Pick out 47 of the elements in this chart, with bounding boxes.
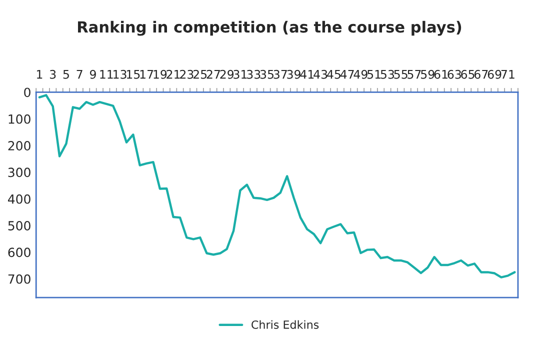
- chart-title: Ranking in competition (as the course plays): [78, 20, 462, 36]
- x-tick-label: 61: [434, 70, 448, 79]
- x-tick-label: 11: [100, 70, 113, 79]
- x-tick-label: 31: [234, 70, 247, 79]
- x-tick-label: 57: [408, 70, 421, 79]
- x-tick-label: 9: [90, 70, 96, 79]
- y-tick-label: 300: [8, 168, 30, 178]
- y-tick-label: 400: [8, 194, 30, 204]
- x-tick-label: 37: [274, 70, 287, 79]
- x-tick-label: 29: [220, 70, 234, 79]
- legend-label: Chris Edkins: [252, 320, 319, 329]
- x-tick-label: 5: [63, 70, 69, 79]
- x-tick-label: 59: [421, 70, 434, 79]
- y-tick-label: 500: [8, 221, 30, 230]
- x-tick-label: 25: [193, 70, 207, 79]
- x-tick-label: 49: [354, 70, 368, 79]
- x-tick-label: 19: [154, 70, 167, 79]
- x-tick-label: 71: [501, 70, 514, 79]
- y-tick-label: 0: [24, 88, 30, 98]
- y-tick-label: 600: [8, 248, 30, 258]
- x-tick-label: 47: [340, 70, 354, 79]
- x-tick-label: 51: [367, 70, 381, 79]
- x-tick-label: 65: [461, 70, 474, 79]
- x-tick-label: 55: [394, 70, 408, 79]
- x-tick-label: 67: [474, 70, 488, 79]
- y-tick-label: 700: [8, 274, 30, 284]
- x-tick-label: 27: [206, 70, 220, 79]
- y-tick-label: 100: [8, 114, 30, 124]
- x-tick-label: 53: [380, 70, 394, 79]
- x-tick-label: 3: [50, 70, 56, 79]
- x-tick-label: 15: [126, 70, 140, 79]
- x-tick-label: 41: [300, 70, 314, 79]
- x-tick-label: 1: [37, 70, 42, 79]
- x-tick-label: 13: [114, 70, 126, 79]
- x-tick-label: 7: [76, 70, 82, 79]
- x-tick-label: 35: [260, 70, 274, 79]
- x-tick-label: 33: [247, 70, 260, 79]
- x-tick-label: 21: [166, 70, 180, 79]
- y-tick-label: 200: [8, 141, 30, 150]
- line-series: [38, 94, 516, 278]
- x-tick-label: 23: [180, 70, 194, 79]
- x-tick-label: 69: [488, 70, 502, 79]
- x-tick-label: 63: [448, 70, 461, 79]
- x-tick-label: 39: [287, 70, 300, 79]
- x-tick-label: 43: [314, 70, 328, 79]
- x-tick-label: 45: [327, 70, 340, 79]
- x-tick-label: 17: [140, 70, 154, 79]
